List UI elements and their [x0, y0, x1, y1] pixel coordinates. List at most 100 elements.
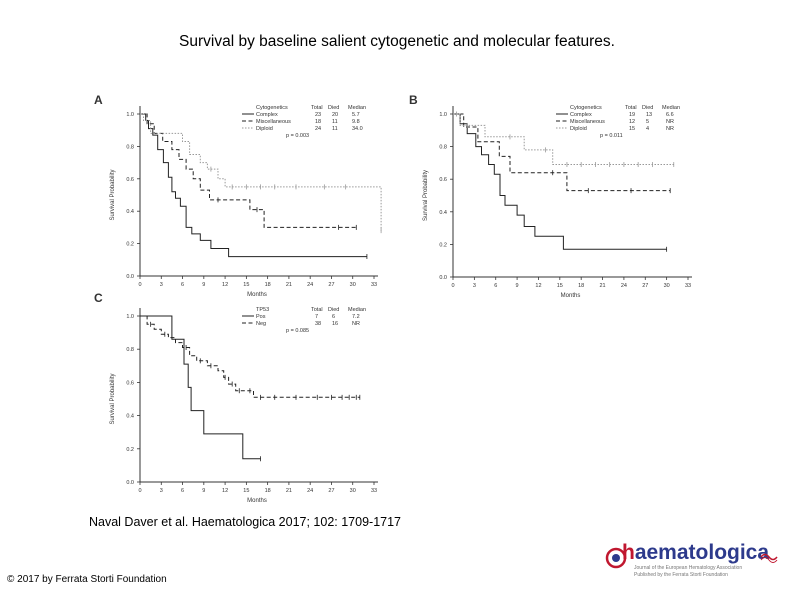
x-tick-label: 24: [307, 488, 313, 494]
survival-curve-pos: [140, 315, 261, 460]
y-tick-label: 0.2: [126, 447, 134, 453]
x-tick-label: 24: [307, 282, 313, 288]
x-tick-label: 27: [642, 283, 648, 289]
y-tick-label: 0.8: [439, 145, 447, 151]
x-tick-label: 21: [599, 283, 605, 289]
legend-header: Cytogenetics: [570, 105, 602, 111]
logo-tagline-2: Published by the Ferrata Storti Foundati…: [634, 572, 728, 578]
y-tick-label: 0.2: [439, 242, 447, 248]
x-tick-label: 33: [685, 283, 691, 289]
x-tick-label: 12: [222, 488, 228, 494]
legend-total: 24: [315, 126, 321, 132]
legend-died: 13: [646, 112, 652, 118]
p-value: p = 0.011: [600, 133, 623, 139]
x-tick-label: 9: [202, 282, 205, 288]
x-tick-label: 27: [328, 282, 334, 288]
panel-label: A: [94, 93, 103, 107]
y-tick-label: 1.0: [439, 112, 447, 118]
p-value: p = 0.085: [286, 328, 309, 334]
legend-header: Total: [311, 307, 323, 313]
y-axis-label: Survival Probability: [423, 170, 429, 221]
km-chart-panel-b: B0.00.20.40.60.81.00 3 6 9 12 15 18 21 24 27 30 33M…: [409, 93, 692, 299]
x-tick-label: 6: [181, 488, 184, 494]
x-tick-label: 15: [243, 282, 249, 288]
legend-died: 4: [646, 126, 649, 132]
y-tick-label: 0.6: [439, 177, 447, 183]
logo-rest: aematologica: [634, 541, 770, 564]
legend-header: Died: [642, 105, 653, 111]
x-tick-label: 6: [181, 282, 184, 288]
legend-name: Diploid: [570, 126, 587, 132]
y-tick-label: 0.4: [126, 414, 134, 420]
legend-died: 11: [332, 126, 338, 132]
survival-curve-diploid: [453, 113, 674, 165]
legend-total: 18: [315, 119, 321, 125]
legend-header: Median: [662, 105, 680, 111]
y-tick-label: 0.8: [126, 144, 134, 150]
logo-h: h: [622, 541, 635, 564]
logo-wordmark: haematologica: [622, 541, 769, 565]
x-tick-label: 18: [578, 283, 584, 289]
legend-header: Died: [328, 307, 339, 313]
x-tick-label: 30: [664, 283, 670, 289]
y-tick-label: 1.0: [126, 112, 134, 118]
legend-name: Miscellaneous: [570, 119, 605, 125]
km-chart-panel-a: A 0.0 0.2 0.4 0.6 0.8 1.0 0 3 6 9 12 15 18 21 24 27 30 33 M…: [94, 93, 382, 298]
legend-header: Median: [348, 307, 366, 313]
legend-name: Pos: [256, 314, 266, 320]
survival-curve-neg: [140, 315, 360, 398]
x-tick-label: 30: [350, 488, 356, 494]
x-tick-label: 15: [557, 283, 563, 289]
x-tick-label: 0: [138, 282, 141, 288]
panel-label: C: [94, 291, 103, 305]
legend-median: NR: [352, 321, 360, 327]
p-value: p = 0.003: [286, 133, 309, 139]
y-tick-label: 0.0: [126, 274, 134, 280]
legend-header: TP53: [256, 307, 269, 313]
survival-curve-miscellaneous: [453, 113, 671, 192]
y-tick-label: 0.6: [126, 380, 134, 386]
y-axis-label: Survival Probability: [110, 169, 116, 220]
legend-header: Died: [328, 105, 339, 111]
legend-died: 11: [332, 119, 338, 125]
x-tick-label: 0: [138, 488, 141, 494]
y-tick-label: 1.0: [126, 314, 134, 320]
x-axis-label: Months: [561, 293, 581, 299]
x-tick-label: 18: [265, 282, 271, 288]
legend-header: Cytogenetics: [256, 105, 288, 111]
legend-header: Median: [348, 105, 366, 111]
legend-median: 9.8: [352, 119, 360, 125]
legend-name: Complex: [570, 112, 592, 118]
logo-tagline-1: Journal of the European Hematology Assoc…: [634, 565, 743, 571]
y-tick-label: 0.4: [126, 209, 134, 215]
legend-median: 34.0: [352, 126, 363, 132]
legend-name: Miscellaneous: [256, 119, 291, 125]
legend-total: 15: [629, 126, 635, 132]
y-tick-label: 0.4: [439, 210, 447, 216]
panel-label: B: [409, 93, 418, 107]
legend-total: 19: [629, 112, 635, 118]
legend-died: 6: [332, 314, 335, 320]
x-tick-label: 21: [286, 282, 292, 288]
x-tick-label: 27: [328, 488, 334, 494]
legend-name: Neg: [256, 321, 266, 327]
legend-header: Total: [625, 105, 637, 111]
survival-curve-complex: [140, 113, 367, 258]
haematologica-logo-mark: [605, 547, 627, 569]
legend-median: 6.6: [666, 112, 674, 118]
x-axis-label: Months: [247, 292, 267, 298]
x-tick-label: 18: [265, 488, 271, 494]
x-tick-label: 9: [202, 488, 205, 494]
legend-died: 16: [332, 321, 338, 327]
x-tick-label: 9: [516, 283, 519, 289]
survival-curve-miscellaneous: [140, 113, 357, 228]
x-tick-label: 3: [160, 488, 163, 494]
y-tick-label: 0.6: [126, 177, 134, 183]
x-tick-label: 15: [243, 488, 249, 494]
x-tick-label: 30: [350, 282, 356, 288]
y-tick-label: 0.2: [126, 242, 134, 248]
legend-name: Complex: [256, 112, 278, 118]
x-tick-label: 0: [451, 283, 454, 289]
x-tick-label: 33: [371, 488, 377, 494]
slide-title: Survival by baseline salient cytogenetic…: [179, 33, 615, 50]
